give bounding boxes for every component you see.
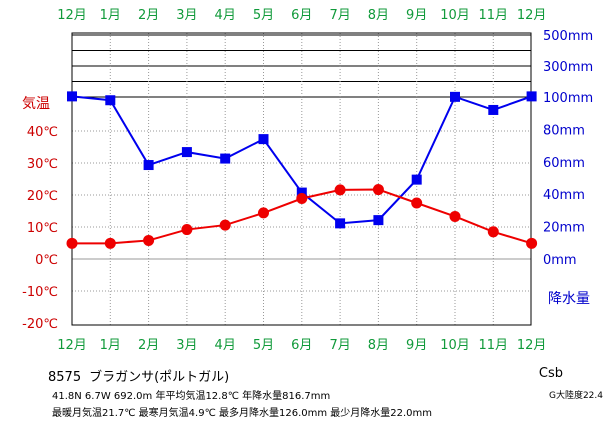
- temperature-point: [526, 237, 538, 249]
- temperature-point: [449, 210, 461, 222]
- temperature-point: [104, 237, 116, 249]
- month-label-top: 2月: [138, 8, 159, 23]
- month-label-top: 3月: [176, 8, 197, 23]
- precip-tick-label: 60mm: [543, 156, 585, 171]
- temp-tick-label: 10℃: [27, 221, 58, 236]
- precipitation-point: [258, 134, 269, 145]
- precip-tick-label: 100mm: [543, 91, 593, 106]
- month-label-bottom: 12月: [517, 338, 547, 353]
- temperature-point: [219, 219, 231, 231]
- chart-frame: [71, 32, 532, 326]
- temp-axis-title: 気温: [22, 96, 50, 112]
- month-label-top: 6月: [291, 8, 312, 23]
- koppen-class: Csb: [538, 366, 563, 381]
- month-label-top: 8月: [368, 8, 389, 23]
- month-label-bottom: 3月: [176, 338, 197, 353]
- stats-line-1: 41.8N 6.7W 692.0m 年平均気温12.8℃ 年降水量816.7mm: [52, 391, 331, 402]
- temperature-point: [411, 197, 423, 209]
- precip-tick-label: 0mm: [543, 253, 577, 268]
- plot-frame: [71, 32, 532, 326]
- precip-tick-label: 500mm: [543, 29, 593, 44]
- precipitation-point: [220, 153, 231, 164]
- top-month-labels: 12月 1月 2月 3月 4月 5月 6月 7月 8月 9月 10月 11月 12月: [57, 8, 546, 23]
- precipitation-point: [105, 95, 116, 106]
- month-label-top: 10月: [440, 8, 470, 23]
- station-id: 8575: [48, 370, 82, 385]
- precipitation-point: [67, 91, 77, 102]
- precipitation-point: [526, 91, 537, 102]
- month-label-bottom: 11月: [479, 338, 509, 353]
- month-label-top: 12月: [517, 8, 547, 23]
- temperature-point: [487, 226, 499, 238]
- stats-line-2: 最暖月気温21.7℃ 最寒月気温4.9℃ 最多月降水量126.0mm 最少月降水…: [52, 408, 433, 419]
- precip-tick-label: 20mm: [543, 221, 585, 236]
- month-label-top: 12月: [57, 8, 87, 23]
- month-label-top: 11月: [479, 8, 509, 23]
- temperature-point: [258, 207, 269, 219]
- grid-lines: [72, 33, 531, 325]
- temperature-point: [334, 184, 346, 196]
- temp-tick-label: 0℃: [35, 253, 58, 268]
- precip-tick-label: 300mm: [543, 60, 593, 75]
- station-title: 8575 ブラガンサ(ポルトガル): [48, 366, 237, 385]
- station-name: ブラガンサ(ポルトガル): [89, 370, 230, 385]
- temp-tick-label: -10℃: [22, 285, 58, 300]
- month-label-bottom: 2月: [138, 338, 159, 353]
- series-layer: [66, 91, 538, 249]
- precipitation-axis-labels: 500mm 300mm 100mm 80mm 60mm 40mm 20mm 0mm 降水量: [543, 29, 593, 307]
- month-label-bottom: 6月: [291, 338, 312, 353]
- precipitation-point: [373, 215, 384, 226]
- precip-tick-label: 40mm: [543, 188, 585, 203]
- month-label-bottom: 4月: [215, 338, 236, 353]
- month-label-bottom: 10月: [440, 338, 470, 353]
- precipitation-point: [335, 218, 346, 229]
- month-label-bottom: 1月: [100, 338, 121, 353]
- temp-tick-label: -20℃: [22, 317, 58, 332]
- month-label-top: 7月: [329, 8, 350, 23]
- month-label-bottom: 12月: [57, 338, 87, 353]
- temp-tick-label: 20℃: [27, 189, 58, 204]
- precipitation-point: [296, 187, 307, 198]
- month-label-bottom: 8月: [368, 338, 389, 353]
- month-label-top: 1月: [100, 8, 121, 23]
- bottom-month-labels: 12月 1月 2月 3月 4月 5月 6月 7月 8月 9月 10月 11月 12月: [57, 338, 546, 353]
- continentality-index: G大陸度22.4: [548, 391, 603, 401]
- temperature-axis-labels: 気温 40℃ 30℃ 20℃ 10℃ 0℃ -10℃ -20℃: [22, 96, 58, 332]
- temperature-point: [66, 237, 78, 249]
- temp-tick-label: 30℃: [27, 157, 58, 172]
- month-label-top: 5月: [253, 8, 274, 23]
- temperature-point: [143, 234, 155, 246]
- temp-tick-label: 40℃: [27, 125, 58, 140]
- precip-tick-label: 80mm: [543, 123, 585, 138]
- precipitation-point: [143, 160, 154, 171]
- temperature-point: [372, 184, 384, 196]
- precipitation-point: [411, 174, 422, 185]
- month-label-bottom: 9月: [406, 338, 427, 353]
- month-label-top: 9月: [406, 8, 427, 23]
- precipitation-point: [488, 104, 499, 115]
- precip-axis-title: 降水量: [548, 291, 590, 307]
- precipitation-point: [181, 147, 192, 158]
- precipitation-point: [450, 91, 460, 102]
- temperature-point: [181, 224, 193, 236]
- month-label-top: 4月: [215, 8, 236, 23]
- month-label-bottom: 5月: [253, 338, 274, 353]
- temperature-point: [296, 193, 308, 205]
- month-label-bottom: 7月: [329, 338, 350, 353]
